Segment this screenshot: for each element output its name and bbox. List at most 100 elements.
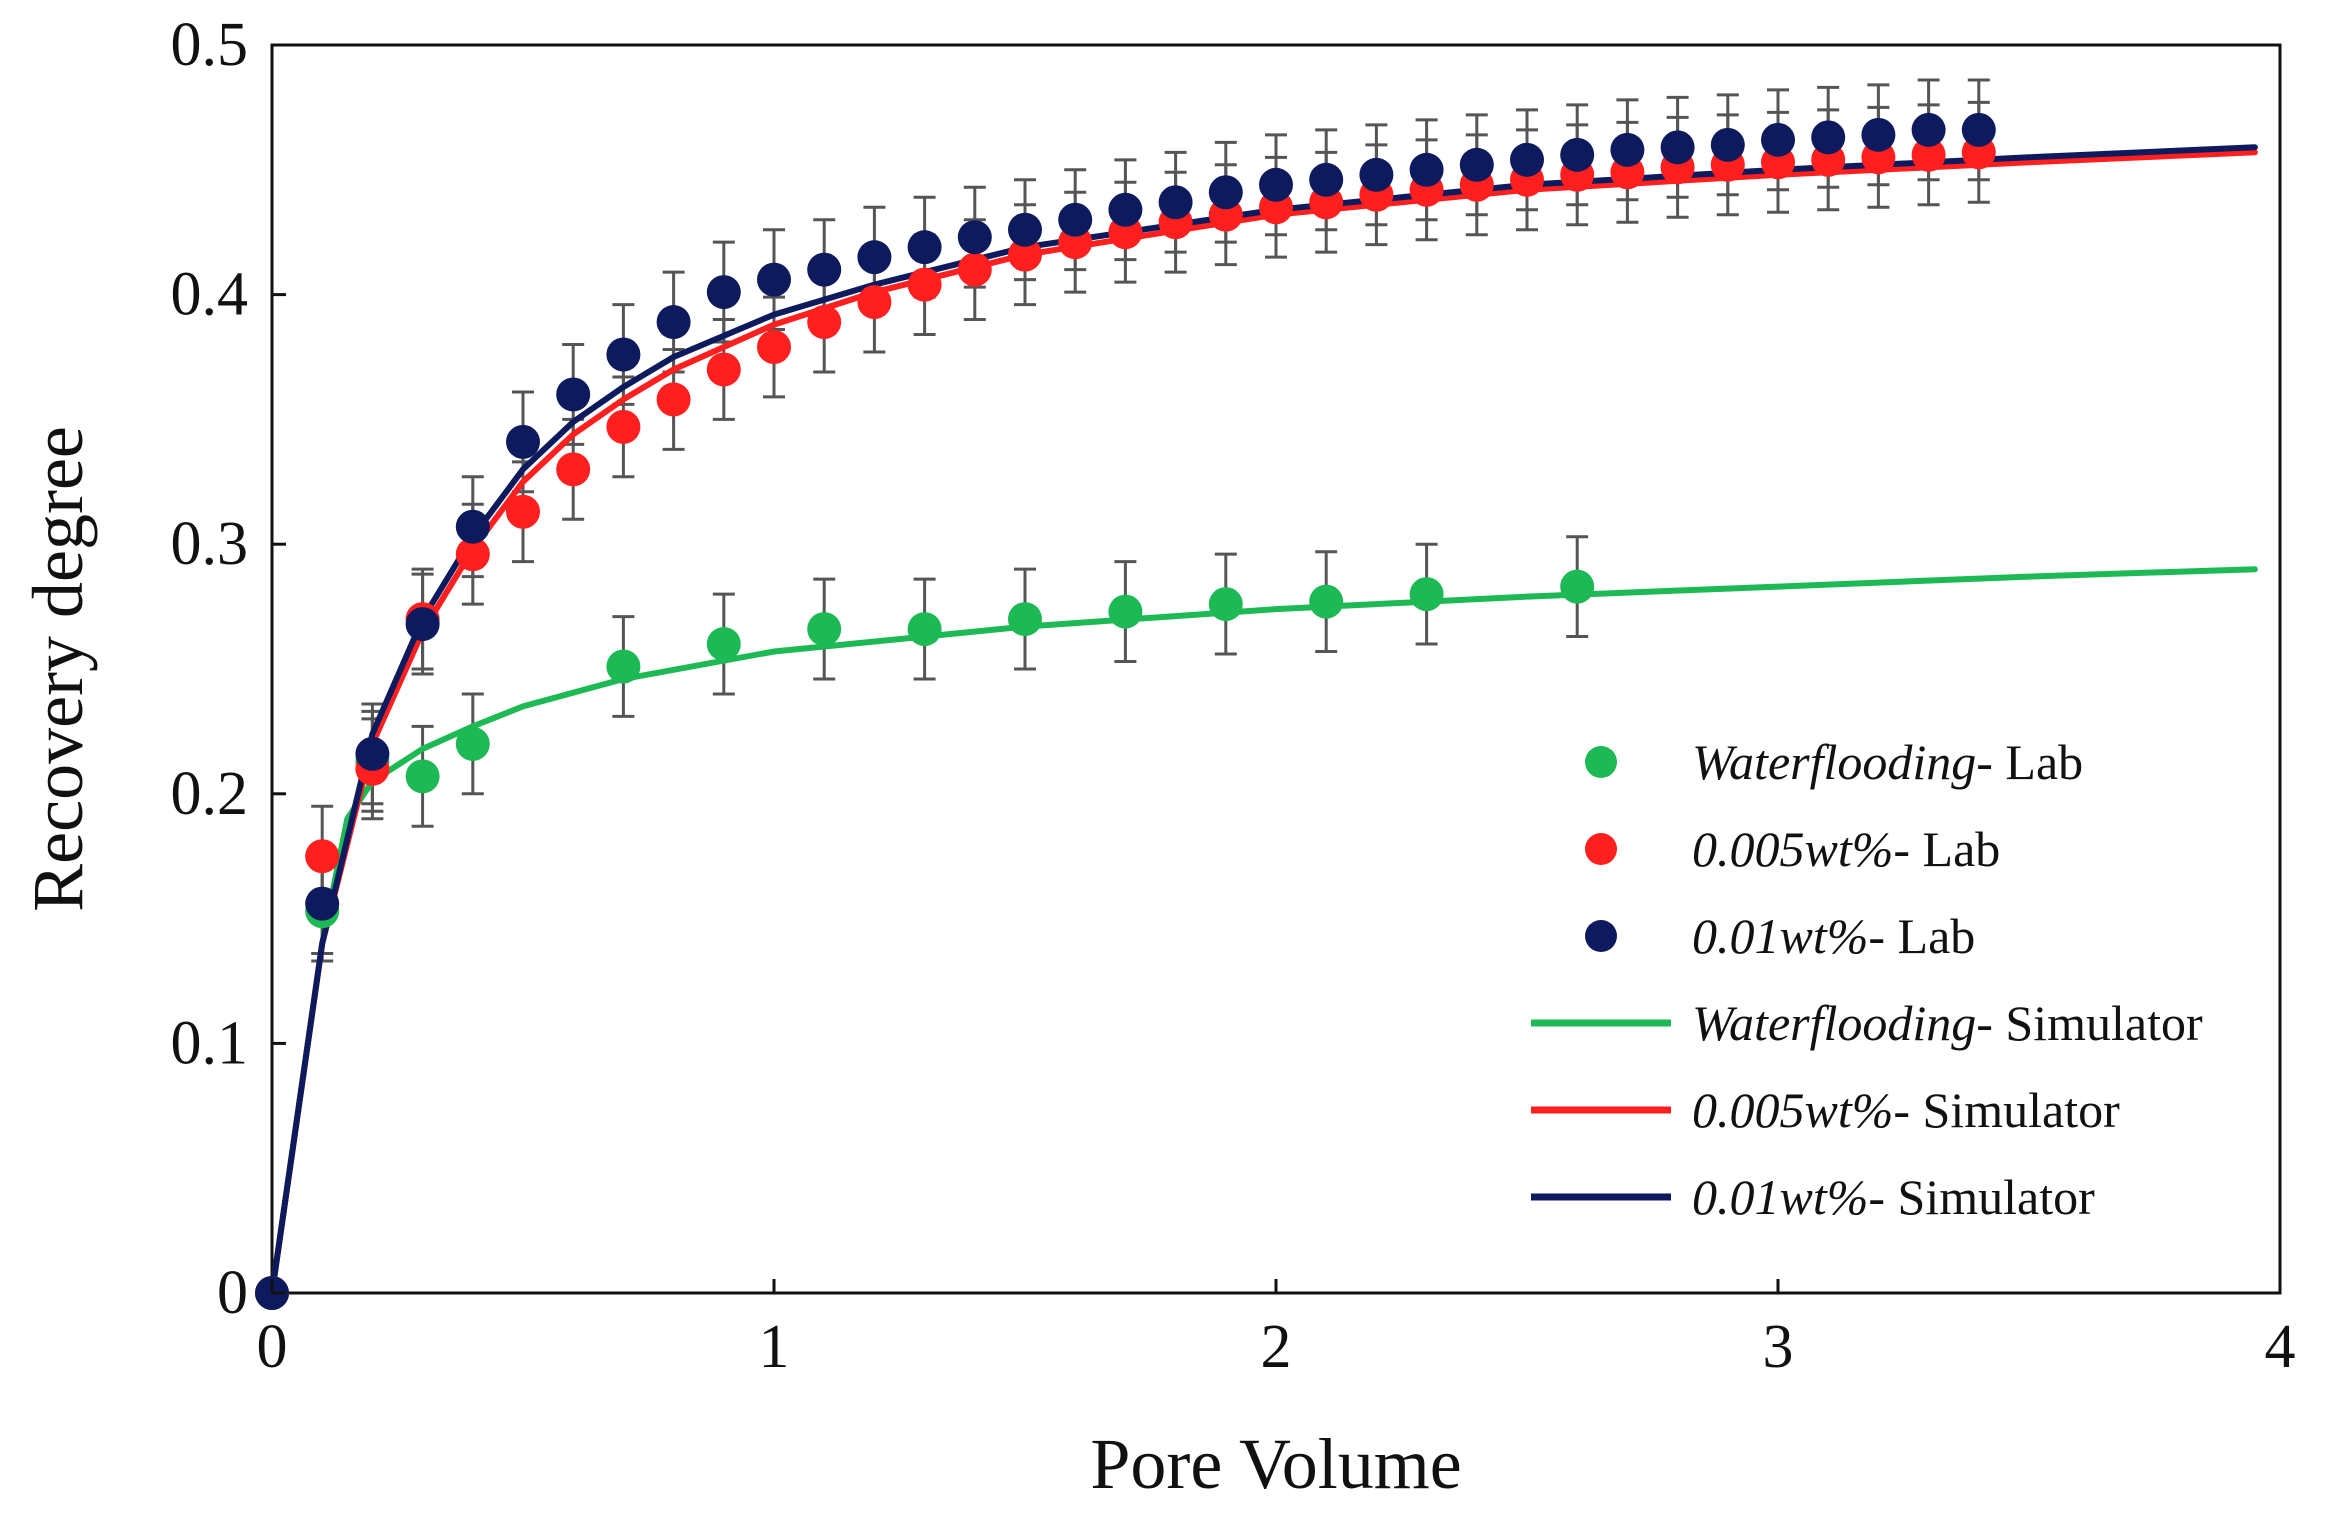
y-tick-label: 0.3 [171,510,249,578]
legend-label-rest: - Simulator [1868,1169,2095,1225]
series-points-waterflooding [255,569,1595,1310]
legend-item: Waterflooding- Simulator [1531,995,2203,1051]
data-point [1208,587,1243,622]
data-point [1560,137,1595,172]
x-tick-label: 1 [759,1313,790,1381]
legend-item: 0.01wt%- Lab [1585,908,1975,964]
data-point [1911,112,1946,147]
data-point [455,509,490,544]
data-point [1409,152,1444,187]
y-tick-label: 0 [217,1259,248,1327]
data-point [455,726,490,761]
x-tick-label: 0 [257,1313,288,1381]
data-point [1208,175,1243,210]
series-line-0-01wt- [269,144,2258,1296]
data-point [305,886,340,921]
data-point [1309,584,1344,619]
legend-item: 0.005wt%- Simulator [1531,1082,2120,1138]
data-point [1008,212,1042,247]
legend-marker [1585,746,1617,778]
legend-label: 0.005wt%- Simulator [1692,1082,2120,1138]
legend-label: 0.005wt%- Lab [1692,821,2000,877]
data-point [506,424,540,459]
y-tick-label: 0.4 [171,261,249,329]
data-point [757,330,791,365]
series-points-0-01wt- [255,112,1996,1310]
legend-label-rest: - Lab [1976,734,2083,790]
data-point [807,612,842,647]
data-point [1108,192,1143,227]
data-point [405,759,440,794]
legend-label-em: Waterflooding [1692,734,1976,790]
data-point [556,452,591,487]
legend-item: 0.005wt%- Lab [1585,821,2000,877]
data-point [1309,162,1344,197]
data-point [807,252,842,287]
data-point [606,337,641,372]
data-point [706,352,741,387]
data-point [606,649,641,684]
data-point [1510,142,1544,177]
axes-layer: 0 1 2 3 4 0 0.1 0.2 0.3 0.4 0.5 [171,11,2296,1381]
data-point [305,839,340,874]
data-point [857,285,892,320]
legend-label-em: 0.005wt% [1692,1082,1893,1138]
data-point [706,275,741,310]
data-point [1158,185,1193,220]
data-point [656,382,691,417]
legend-item: 0.01wt%- Simulator [1531,1169,2095,1225]
data-point [1560,569,1595,604]
data-point [807,305,842,340]
data-point [1761,122,1795,157]
series-layer [255,78,2258,1310]
data-point [1710,127,1745,162]
legend-label: Waterflooding- Lab [1692,734,2083,790]
x-tick-label: 4 [2265,1313,2296,1381]
data-point [1108,594,1143,629]
legend-label-rest: - Lab [1893,821,2000,877]
data-point [1861,117,1896,152]
legend-label: 0.01wt%- Lab [1692,908,1975,964]
x-tick-label: 2 [1261,1313,1292,1381]
data-point [957,252,992,287]
data-point [957,220,992,255]
series-line-0-005wt- [269,149,2258,1296]
data-point [857,240,892,275]
data-point [1259,167,1293,202]
data-point [1359,157,1394,192]
data-point [606,409,641,444]
data-point [556,377,591,412]
data-point [506,494,540,529]
legend-label-rest: - Simulator [1893,1082,2120,1138]
legend-marker [1585,833,1617,865]
legend-item: Waterflooding- Lab [1585,734,2083,790]
legend-marker [1585,920,1617,952]
y-tick-label: 0.5 [171,11,249,79]
data-point [1911,137,1946,172]
y-axis-title: Recovery degree [18,426,98,912]
data-point [1961,112,1996,147]
y-tick-label: 0.2 [171,760,249,828]
legend-label-rest: - Simulator [1976,995,2203,1051]
y-tick-label: 0.1 [171,1009,249,1077]
data-point [1811,120,1846,155]
data-point [1409,577,1444,612]
data-point [1008,602,1042,637]
data-point [1660,130,1695,165]
legend-label: 0.01wt%- Simulator [1692,1169,2095,1225]
data-point [1459,147,1494,182]
legend-label-em: 0.005wt% [1692,821,1893,877]
data-point [355,736,390,771]
x-tick-label: 3 [1763,1313,1794,1381]
data-point [757,262,791,297]
legend-label: Waterflooding- Simulator [1692,995,2203,1051]
data-point [455,537,490,572]
legend-label-em: 0.01wt% [1692,908,1868,964]
data-point [1008,237,1042,272]
data-point [706,627,741,662]
x-axis-title: Pore Volume [1090,1424,1461,1504]
data-point [907,267,942,302]
data-point [1610,132,1645,167]
